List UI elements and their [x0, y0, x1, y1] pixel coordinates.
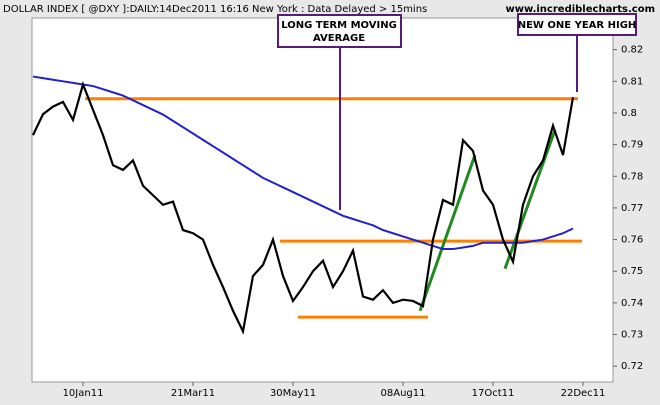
annotation-line: AVERAGE: [313, 33, 365, 44]
annotation-line: LONG TERM MOVING: [281, 20, 397, 31]
annotation-box: [277, 14, 402, 48]
y-tick-label: 0.79: [621, 140, 643, 151]
y-tick-label: 0.8: [621, 108, 637, 119]
source: www.incrediblecharts.com: [506, 4, 656, 15]
y-tick-label: 0.76: [621, 235, 643, 246]
trend-line: [503, 129, 557, 270]
x-tick-label: 22Dec11: [561, 388, 606, 399]
y-tick-label: 0.82: [621, 45, 643, 56]
annotation-box: [517, 13, 637, 36]
annotation: LONG TERM MOVING AVERAGE: [281, 20, 397, 44]
x-tick-label: 08Aug11: [381, 388, 426, 399]
x-tick-label: 10Jan11: [63, 388, 104, 399]
y-tick-label: 0.72: [621, 361, 643, 372]
x-tick-label: 21Mar11: [171, 388, 215, 399]
x-tick-label: 30May11: [270, 388, 316, 399]
plot-area: [31, 17, 614, 383]
y-tick-label: 0.77: [621, 203, 643, 214]
series-line: [32, 81, 575, 335]
y-tick-label: 0.81: [621, 76, 643, 87]
y-tick-label: 0.74: [621, 298, 643, 309]
x-tick-label: 17Oct11: [472, 388, 515, 399]
trend-line: [418, 154, 477, 312]
y-tick-label: 0.73: [621, 330, 643, 341]
chart-title: DOLLAR INDEX [ @DXY ]:DAILY:14Dec2011 16…: [3, 4, 427, 15]
annotation: NEW ONE YEAR HIGH: [518, 20, 637, 31]
series-line: [32, 75, 574, 251]
y-tick-label: 0.78: [621, 171, 643, 182]
y-tick-label: 0.75: [621, 266, 643, 277]
